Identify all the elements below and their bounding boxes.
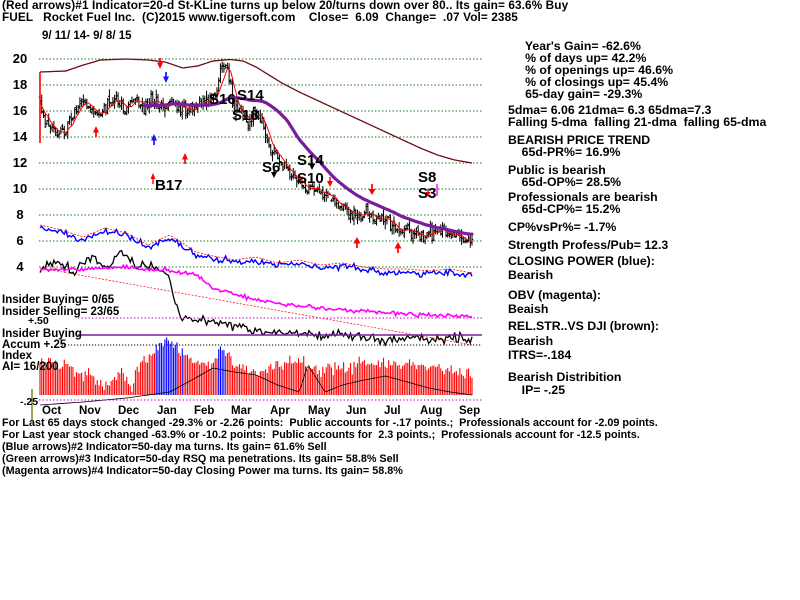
svg-text:S18: S18	[232, 107, 259, 124]
svg-text:20: 20	[13, 51, 27, 66]
svg-text:8: 8	[16, 207, 23, 222]
svg-text:12: 12	[13, 155, 27, 170]
svg-text:6: 6	[16, 233, 23, 248]
svg-text:S10: S10	[297, 170, 324, 187]
svg-text:4: 4	[16, 259, 24, 274]
svg-text:16: 16	[13, 103, 27, 118]
svg-text:14: 14	[13, 129, 28, 144]
svg-text:S14: S14	[297, 152, 324, 169]
svg-text:B17: B17	[155, 177, 183, 194]
svg-text:S14: S14	[237, 87, 264, 104]
svg-text:S3: S3	[418, 185, 436, 202]
svg-text:18: 18	[13, 77, 27, 92]
svg-text:10: 10	[13, 181, 27, 196]
svg-text:S16: S16	[209, 91, 236, 108]
svg-text:S8: S8	[418, 169, 436, 186]
svg-text:S6: S6	[262, 159, 280, 176]
